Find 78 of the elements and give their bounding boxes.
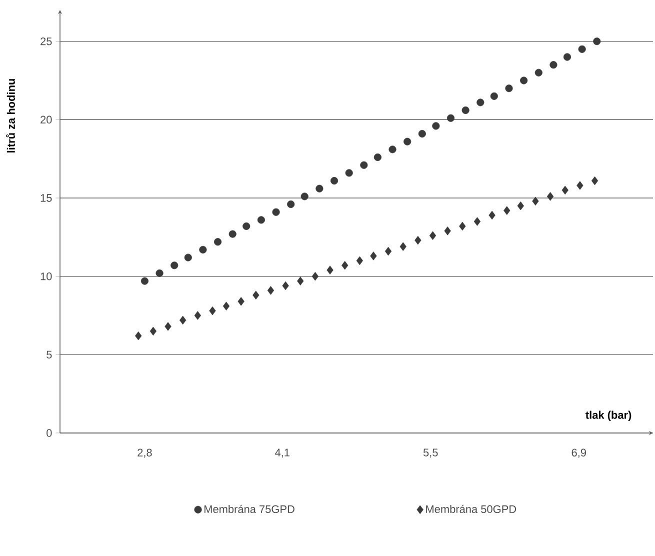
point (326, 266, 334, 274)
point (476, 98, 484, 106)
point (267, 286, 274, 295)
point (150, 326, 157, 336)
point (300, 192, 308, 200)
point (135, 331, 142, 340)
point (164, 322, 172, 331)
point (459, 222, 466, 231)
point (194, 311, 201, 320)
legend-label: Membrána 50GPD (426, 504, 516, 514)
point (429, 231, 436, 240)
point (282, 281, 289, 290)
point (505, 84, 513, 92)
point (252, 290, 260, 300)
point (214, 238, 222, 246)
point (462, 106, 470, 114)
point (184, 254, 192, 262)
point (517, 201, 524, 210)
point (418, 130, 426, 138)
point (345, 169, 353, 177)
point (488, 210, 496, 220)
point (534, 68, 542, 76)
point (209, 306, 216, 316)
point (140, 277, 148, 285)
point (222, 302, 230, 310)
point (400, 242, 406, 251)
point (563, 53, 572, 61)
point (593, 38, 601, 46)
point (199, 246, 207, 254)
point (316, 184, 324, 192)
x-tick-label: 6,9 (572, 448, 586, 458)
y-tick-label: 25 (40, 37, 52, 46)
point (388, 146, 396, 154)
x-tick-label: 2,8 (138, 448, 152, 458)
point (238, 297, 244, 306)
y-tick-label: 20 (40, 116, 52, 124)
point (228, 230, 236, 238)
point (550, 61, 558, 69)
point (474, 217, 481, 226)
y-tick-label: 10 (40, 272, 52, 280)
point (578, 45, 586, 53)
point (156, 269, 164, 277)
point (242, 222, 250, 230)
y-tick-label: 15 (40, 194, 52, 202)
point (272, 208, 280, 216)
point (591, 176, 598, 186)
point (287, 200, 295, 208)
x-tick-label: 4,1 (275, 448, 290, 458)
point (562, 186, 568, 195)
point (297, 276, 304, 286)
y-axis-title: litrů za hodinu (6, 79, 15, 152)
point (404, 138, 412, 146)
x-tick-label: 5,5 (423, 448, 438, 458)
point (490, 92, 498, 100)
point (546, 192, 554, 201)
point (257, 216, 265, 224)
point (532, 196, 539, 206)
y-tick-label: 5 (46, 350, 52, 358)
point (356, 256, 364, 266)
point (384, 246, 392, 256)
x-axis-title: tlak (bar) (586, 410, 632, 422)
point (446, 114, 455, 122)
point (444, 226, 451, 236)
point (374, 153, 382, 162)
point (370, 252, 377, 260)
point (312, 272, 319, 281)
point (342, 260, 348, 270)
point (414, 236, 422, 245)
point (520, 76, 528, 84)
point (576, 181, 584, 190)
y-tick-label: 0 (46, 429, 52, 437)
point (180, 316, 186, 325)
legend-label: Membrána 75GPD (204, 504, 294, 514)
point (504, 206, 510, 215)
point (170, 262, 178, 270)
point (432, 122, 440, 130)
point (360, 161, 368, 169)
point (330, 176, 338, 185)
